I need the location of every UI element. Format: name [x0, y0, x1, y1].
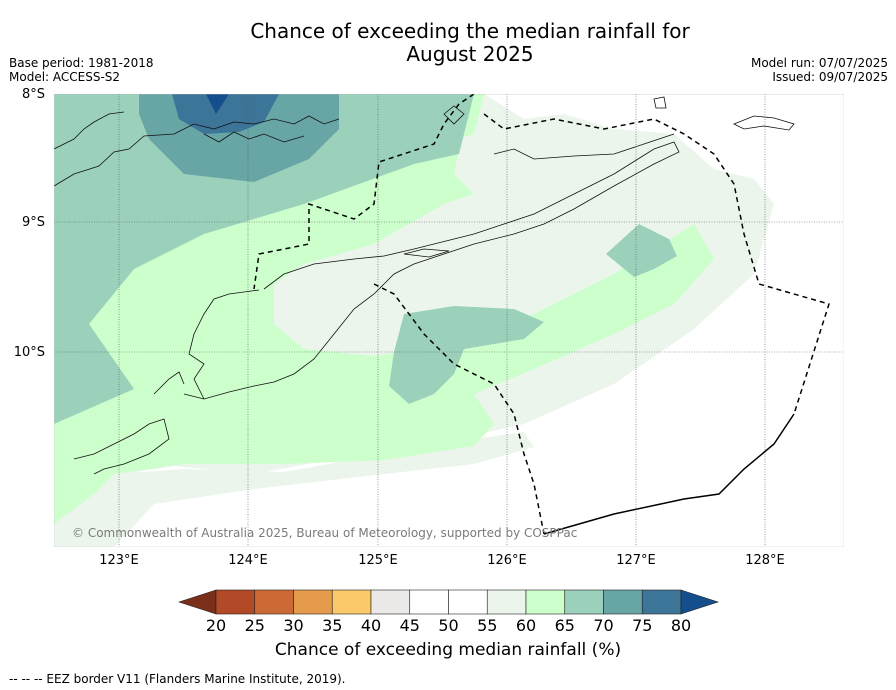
colorbar-swatch [641, 589, 682, 615]
colorbar-tick-label: 20 [205, 616, 227, 635]
colorbar-swatch [564, 589, 604, 615]
model-name: Model: ACCESS-S2 [9, 70, 121, 84]
title-line-1: Chance of exceeding the median rainfall … [250, 19, 690, 43]
lon-label-128e: 128°E [745, 553, 785, 568]
zone-65-70-east [606, 224, 677, 277]
colorbar-tick-label: 35 [322, 616, 343, 635]
colorbar-arrow-high [680, 589, 719, 615]
copyright-notice: © Commonwealth of Australia 2025, Bureau… [72, 526, 578, 540]
footer-note: -- -- -- EEZ border V11 (Flanders Marine… [9, 672, 346, 686]
coastlines [54, 96, 795, 475]
title-line-2: August 2025 [406, 42, 534, 66]
eez-solid-border [543, 413, 795, 535]
colorbar [178, 589, 719, 615]
colorbar-tick-label: 60 [515, 616, 537, 635]
colorbar-tick-label: 55 [477, 616, 498, 635]
colorbar-swatch [448, 589, 488, 615]
zone-55-60-south [54, 432, 534, 547]
colorbar-tick-label: 75 [632, 616, 653, 635]
lat-label-8s: 8°S [21, 87, 45, 102]
lat-label-10s: 10°S [13, 345, 45, 360]
lon-label-123e: 123°E [99, 553, 139, 568]
colorbar-swatch [409, 589, 449, 615]
zone-over-80 [206, 94, 229, 114]
base-period: Base period: 1981-2018 [9, 56, 154, 70]
rainfall-map [54, 94, 844, 547]
lon-label-126e: 126°E [487, 553, 527, 568]
colorbar-swatch [370, 589, 411, 615]
colorbar-swatch [486, 589, 527, 615]
lat-label-9s: 9°S [21, 215, 45, 230]
colorbar-tick-label: 40 [360, 616, 382, 635]
colorbar-tick-label: 50 [438, 616, 459, 635]
colorbar-swatch [215, 589, 256, 615]
colorbar-arrow-low [178, 589, 217, 615]
colorbar-swatch [525, 589, 566, 615]
zone-65-70-center [389, 306, 544, 404]
issued-date: Issued: 09/07/2025 [772, 70, 888, 84]
colorbar-swatch [293, 589, 333, 615]
lon-label-125e: 125°E [358, 553, 398, 568]
colorbar-label: Chance of exceeding median rainfall (%) [274, 640, 622, 660]
map-title: Chance of exceeding the median rainfall … [0, 20, 896, 66]
model-run: Model run: 07/07/2025 [750, 56, 888, 70]
colorbar-swatch [603, 589, 643, 615]
colorbar-tick-label: 65 [554, 616, 575, 635]
eez-border [253, 94, 830, 535]
colorbar-tick-label: 25 [244, 616, 265, 635]
colorbar-tick-label: 30 [283, 616, 304, 635]
colorbar-tick-label: 80 [670, 616, 692, 635]
colorbar-tick-label: 45 [399, 616, 420, 635]
meta-left: Base period: 1981-2018 Model: ACCESS-S2 [9, 56, 154, 84]
zone-65-70-north [54, 94, 474, 424]
colorbar-swatch [331, 589, 372, 615]
meta-right: Model run: 07/07/2025 Issued: 09/07/2025 [751, 56, 888, 84]
colorbar-tick-label: 70 [593, 616, 614, 635]
lon-label-127e: 127°E [616, 553, 656, 568]
colorbar-swatch [254, 589, 294, 615]
lon-label-124e: 124°E [228, 553, 268, 568]
